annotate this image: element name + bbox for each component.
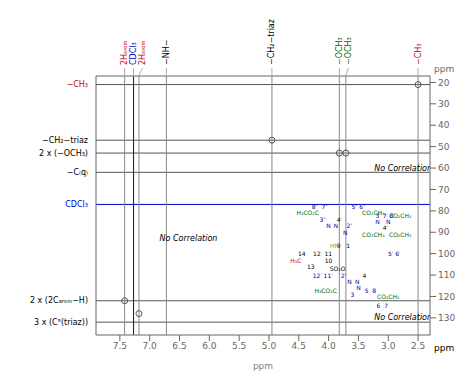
svg-text:14: 14 xyxy=(297,250,306,258)
svg-text:N: N xyxy=(343,229,348,236)
svg-text:No Correlation: No Correlation xyxy=(374,164,430,173)
svg-text:H₃CO₂C: H₃CO₂C xyxy=(297,209,319,216)
svg-text:N: N xyxy=(355,278,360,285)
svg-text:7.0: 7.0 xyxy=(143,341,158,351)
svg-text:5 8: 5 8 xyxy=(365,287,377,294)
svg-text:80: 80 xyxy=(438,206,450,216)
svg-text:−CH₂−triaz: −CH₂−triaz xyxy=(42,136,88,145)
svg-text:CO₂CH₃: CO₂CH₃ xyxy=(362,231,385,238)
svg-text:2 x (2Cₐᵣₒₘ−H): 2 x (2Cₐᵣₒₘ−H) xyxy=(30,296,88,305)
svg-text:4.5: 4.5 xyxy=(292,341,306,351)
svg-text:N: N xyxy=(334,222,339,229)
svg-text:30: 30 xyxy=(438,99,450,109)
svg-text:90: 90 xyxy=(438,227,450,237)
svg-text:HN: HN xyxy=(330,242,339,249)
svg-text:12′ 11′: 12′ 11′ xyxy=(313,272,334,279)
svg-text:70: 70 xyxy=(438,185,450,195)
svg-text:40: 40 xyxy=(438,120,450,130)
svg-text:N: N xyxy=(375,218,380,225)
svg-text:2′: 2′ xyxy=(341,272,347,279)
svg-text:2.5: 2.5 xyxy=(411,341,425,351)
svg-text:N: N xyxy=(347,278,352,285)
svg-text:−CH₃: −CH₃ xyxy=(414,43,423,65)
svg-text:110: 110 xyxy=(438,270,455,280)
svg-text:7.5: 7.5 xyxy=(113,341,127,351)
svg-text:CDCl₃: CDCl₃ xyxy=(65,200,88,209)
svg-text:ppm: ppm xyxy=(253,361,273,371)
svg-text:6.5: 6.5 xyxy=(172,341,186,351)
svg-text:No Correlation: No Correlation xyxy=(160,234,218,243)
svg-text:3 x (C⁵(triaz)): 3 x (C⁵(triaz)) xyxy=(34,318,88,327)
svg-text:N: N xyxy=(386,218,391,226)
svg-text:5.0: 5.0 xyxy=(262,341,277,351)
svg-text:100: 100 xyxy=(438,249,455,259)
svg-text:−NH−: −NH− xyxy=(162,40,171,65)
svg-text:20: 20 xyxy=(438,78,450,88)
svg-text:6.0: 6.0 xyxy=(202,341,217,351)
svg-text:130: 130 xyxy=(438,313,455,323)
svg-text:−CH₂−triaz: −CH₂−triaz xyxy=(267,19,276,65)
svg-text:ppm: ppm xyxy=(434,64,454,74)
svg-text:10: 10 xyxy=(325,257,333,264)
svg-text:2Hₐᵣₒₘ: 2Hₐᵣₒₘ xyxy=(120,40,129,65)
svg-text:SO₂O: SO₂O xyxy=(329,265,346,273)
svg-text:2 x (−OCH₃): 2 x (−OCH₃) xyxy=(39,149,88,158)
svg-text:CO₂CH₃: CO₂CH₃ xyxy=(362,209,385,217)
svg-text:3″: 3″ xyxy=(319,215,326,223)
svg-text:N: N xyxy=(326,222,331,229)
svg-text:5.5: 5.5 xyxy=(232,341,246,351)
svg-text:3.0: 3.0 xyxy=(381,341,396,351)
svg-text:2Hₐᵣₒₘ: 2Hₐᵣₒₘ xyxy=(138,40,147,65)
svg-text:60: 60 xyxy=(438,163,450,173)
svg-text:CO₂CH₃: CO₂CH₃ xyxy=(389,231,412,238)
svg-text:9 1: 9 1 xyxy=(336,241,351,249)
svg-text:4′: 4′ xyxy=(336,215,342,223)
svg-text:CO₂CH₃: CO₂CH₃ xyxy=(389,212,412,219)
svg-text:H₃C: H₃C xyxy=(290,257,301,264)
svg-text:CO₂CH₃: CO₂CH₃ xyxy=(377,293,400,300)
svg-text:CDCl₃: CDCl₃ xyxy=(129,42,138,65)
svg-text:No Correlation: No Correlation xyxy=(374,313,430,322)
svg-text:120: 120 xyxy=(438,292,455,302)
svg-text:3.5: 3.5 xyxy=(351,341,365,351)
svg-text:N: N xyxy=(356,284,361,291)
svg-text:ppm: ppm xyxy=(434,343,454,353)
svg-text:4′: 4′ xyxy=(383,224,389,231)
svg-text:5′ 6′: 5′ 6′ xyxy=(388,250,401,257)
svg-text:H₃CO₂C: H₃CO₂C xyxy=(314,287,336,294)
svg-text:8″ 7″: 8″ 7″ xyxy=(311,203,328,211)
svg-text:−CH₃: −CH₃ xyxy=(66,80,88,89)
svg-text:3: 3 xyxy=(351,291,355,298)
svg-text:6 7: 6 7 xyxy=(377,302,389,309)
svg-text:12 11: 12 11 xyxy=(313,250,333,258)
svg-text:13: 13 xyxy=(307,263,315,270)
svg-text:4: 4 xyxy=(362,272,366,279)
svg-text:5″ 6″: 5″ 6″ xyxy=(351,203,366,211)
svg-text:−OCH₃: −OCH₃ xyxy=(344,37,353,65)
svg-text:2″: 2″ xyxy=(346,222,353,230)
svg-text:4.0: 4.0 xyxy=(321,341,336,351)
svg-text:−C₍q₎: −C₍q₎ xyxy=(67,168,88,177)
svg-text:−OCH₃: −OCH₃ xyxy=(335,37,344,65)
svg-text:50: 50 xyxy=(438,142,450,152)
